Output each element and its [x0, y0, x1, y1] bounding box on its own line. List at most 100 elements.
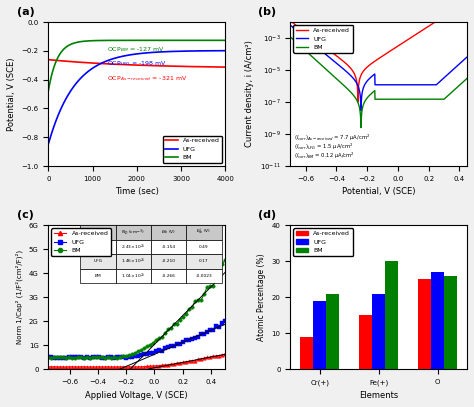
UFG: [390, 82, 396, 87]
As-received: [93, 365, 99, 370]
X-axis label: Potential, V (SCE): Potential, V (SCE): [342, 187, 415, 196]
As-received: [130, 63, 136, 68]
As-received: [100, 364, 105, 369]
Line: As-received: As-received: [48, 60, 225, 67]
BM: [79, 355, 84, 360]
BM: [159, 335, 165, 339]
As-received: [151, 63, 156, 68]
Bar: [418, 279, 431, 369]
Legend: As-received, UFG, BM: As-received, UFG, BM: [52, 228, 111, 256]
Text: $(I_{corr})_{BM}$ = 0.12 $\mu$A/cm$^2$: $(I_{corr})_{BM}$ = 0.12 $\mu$A/cm$^2$: [294, 150, 355, 161]
As-received: [79, 364, 84, 369]
BM: [109, 355, 114, 360]
UFG: [191, 48, 196, 53]
UFG: [400, 82, 406, 87]
BM: [129, 38, 135, 43]
BM: [191, 38, 196, 43]
UFG: [79, 354, 84, 359]
UFG: [52, 355, 57, 360]
As-received: [440, 20, 446, 24]
As-received: [355, 99, 361, 104]
BM: [298, 44, 304, 49]
As-received: [46, 57, 51, 62]
Legend: As-received, UFG, BM: As-received, UFG, BM: [293, 228, 353, 256]
Text: OCP$_{UFG}$ = -198 mV: OCP$_{UFG}$ = -198 mV: [107, 59, 167, 68]
Y-axis label: Atomic Percentage (%): Atomic Percentage (%): [257, 254, 266, 341]
UFG: [151, 50, 156, 55]
BM: [218, 38, 224, 43]
Bar: [431, 272, 444, 369]
UFG: [422, 82, 428, 87]
Text: OCP$_{BM}$ = -127 mV: OCP$_{BM}$ = -127 mV: [107, 45, 164, 54]
Line: UFG: UFG: [48, 51, 225, 144]
UFG: [105, 354, 111, 359]
UFG: [440, 77, 446, 81]
Line: BM: BM: [48, 40, 225, 91]
UFG: [159, 348, 165, 353]
Line: BM: BM: [46, 258, 227, 360]
Legend: As-received, UFG, BM: As-received, UFG, BM: [163, 136, 222, 163]
BM: [400, 97, 406, 102]
As-received: [464, 20, 470, 24]
BM: [222, 258, 228, 263]
UFG: [130, 52, 136, 57]
Bar: [359, 315, 372, 369]
Text: (d): (d): [258, 210, 277, 220]
As-received: [287, 20, 293, 24]
BM: [287, 35, 293, 39]
Text: (b): (b): [258, 7, 277, 17]
Text: OCP$_{As-received}$ = -321 mV: OCP$_{As-received}$ = -321 mV: [107, 74, 187, 83]
BM: [358, 125, 364, 130]
Text: $(I_{corr})_{UFG}$ = 1.5 $\mu$A/cm$^2$: $(I_{corr})_{UFG}$ = 1.5 $\mu$A/cm$^2$: [294, 142, 353, 152]
BM: [93, 354, 99, 359]
BM: [395, 97, 401, 102]
As-received: [105, 364, 111, 369]
As-received: [191, 64, 196, 69]
Line: As-received: As-received: [46, 352, 227, 369]
Bar: [326, 294, 339, 369]
As-received: [222, 352, 228, 357]
As-received: [298, 26, 304, 31]
UFG: [222, 318, 228, 323]
BM: [390, 97, 396, 102]
As-received: [46, 364, 51, 369]
X-axis label: Applied Voltage, V (SCE): Applied Voltage, V (SCE): [85, 391, 188, 400]
Y-axis label: Potential, V (SCE): Potential, V (SCE): [7, 57, 16, 131]
X-axis label: Elements: Elements: [359, 391, 398, 400]
As-received: [222, 65, 228, 70]
As-received: [159, 363, 165, 368]
Bar: [444, 276, 457, 369]
BM: [46, 355, 51, 360]
Line: UFG: UFG: [46, 319, 227, 360]
BM: [222, 38, 228, 43]
UFG: [93, 355, 99, 360]
UFG: [109, 354, 114, 359]
As-received: [129, 63, 135, 68]
BM: [48, 355, 54, 360]
UFG: [464, 55, 470, 59]
BM: [151, 38, 156, 43]
UFG: [141, 50, 147, 55]
UFG: [46, 355, 51, 360]
BM: [141, 38, 147, 43]
Bar: [385, 261, 398, 369]
BM: [105, 355, 111, 360]
UFG: [358, 108, 364, 113]
UFG: [129, 52, 135, 57]
Legend: As-received, UFG, BM: As-received, UFG, BM: [293, 25, 353, 53]
Y-axis label: Norm 1/Cap² (1/F²(cm²/F)²): Norm 1/Cap² (1/F²(cm²/F)²): [16, 250, 23, 344]
UFG: [222, 48, 228, 53]
UFG: [46, 142, 51, 147]
As-received: [218, 65, 224, 70]
As-received: [395, 44, 401, 48]
As-received: [390, 47, 396, 52]
Line: BM: BM: [290, 37, 467, 127]
UFG: [298, 32, 304, 37]
BM: [46, 88, 51, 93]
As-received: [141, 63, 147, 68]
BM: [440, 97, 446, 102]
BM: [422, 97, 428, 102]
UFG: [287, 23, 293, 28]
Text: $(I_{corr})_{As-received}$ = 7.7 $\mu$A/cm$^2$: $(I_{corr})_{As-received}$ = 7.7 $\mu$A/…: [294, 133, 370, 143]
UFG: [100, 355, 105, 360]
